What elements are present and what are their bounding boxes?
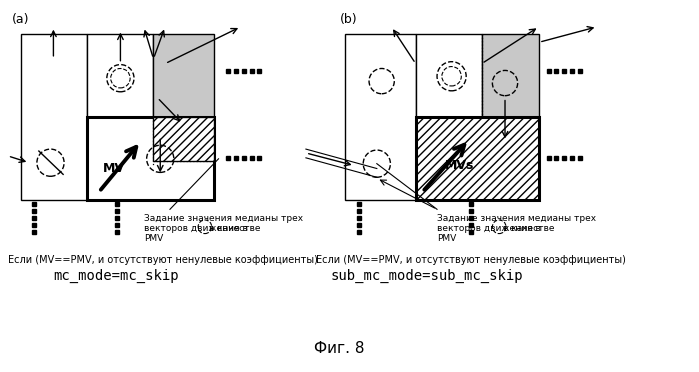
Bar: [416, 117, 539, 200]
Bar: [154, 35, 214, 161]
Text: векторов движения в: векторов движения в: [144, 224, 247, 233]
Bar: [154, 117, 214, 161]
Bar: [416, 35, 482, 117]
Bar: [482, 35, 539, 117]
Text: PMV: PMV: [144, 234, 163, 243]
Text: Если (MV==PMV, и отсутствуют ненулевые коэффициенты): Если (MV==PMV, и отсутствуют ненулевые к…: [316, 255, 626, 265]
Bar: [87, 35, 154, 117]
Text: MV: MV: [103, 163, 125, 176]
Bar: [22, 35, 87, 200]
Bar: [345, 35, 416, 200]
Text: Фиг. 8: Фиг. 8: [314, 341, 364, 356]
Text: в качестве: в качестве: [209, 224, 260, 233]
Text: векторов движения в: векторов движения в: [437, 224, 541, 233]
Bar: [87, 117, 214, 200]
Bar: [416, 35, 539, 117]
Text: sub_mc_mode=sub_mc_skip: sub_mc_mode=sub_mc_skip: [330, 269, 523, 283]
Text: (a): (a): [12, 13, 29, 26]
Bar: [154, 35, 214, 117]
Text: MVs: MVs: [445, 158, 474, 171]
Text: в качестве: в качестве: [503, 224, 554, 233]
Text: PMV: PMV: [437, 234, 456, 243]
Text: Задание значения медианы трех: Задание значения медианы трех: [144, 214, 303, 223]
Text: mc_mode=mc_skip: mc_mode=mc_skip: [53, 269, 179, 283]
Text: (b): (b): [340, 13, 357, 26]
Text: Задание значения медианы трех: Задание значения медианы трех: [437, 214, 596, 223]
Text: Если (MV==PMV, и отсутствуют ненулевые коэффициенты): Если (MV==PMV, и отсутствуют ненулевые к…: [8, 255, 317, 265]
